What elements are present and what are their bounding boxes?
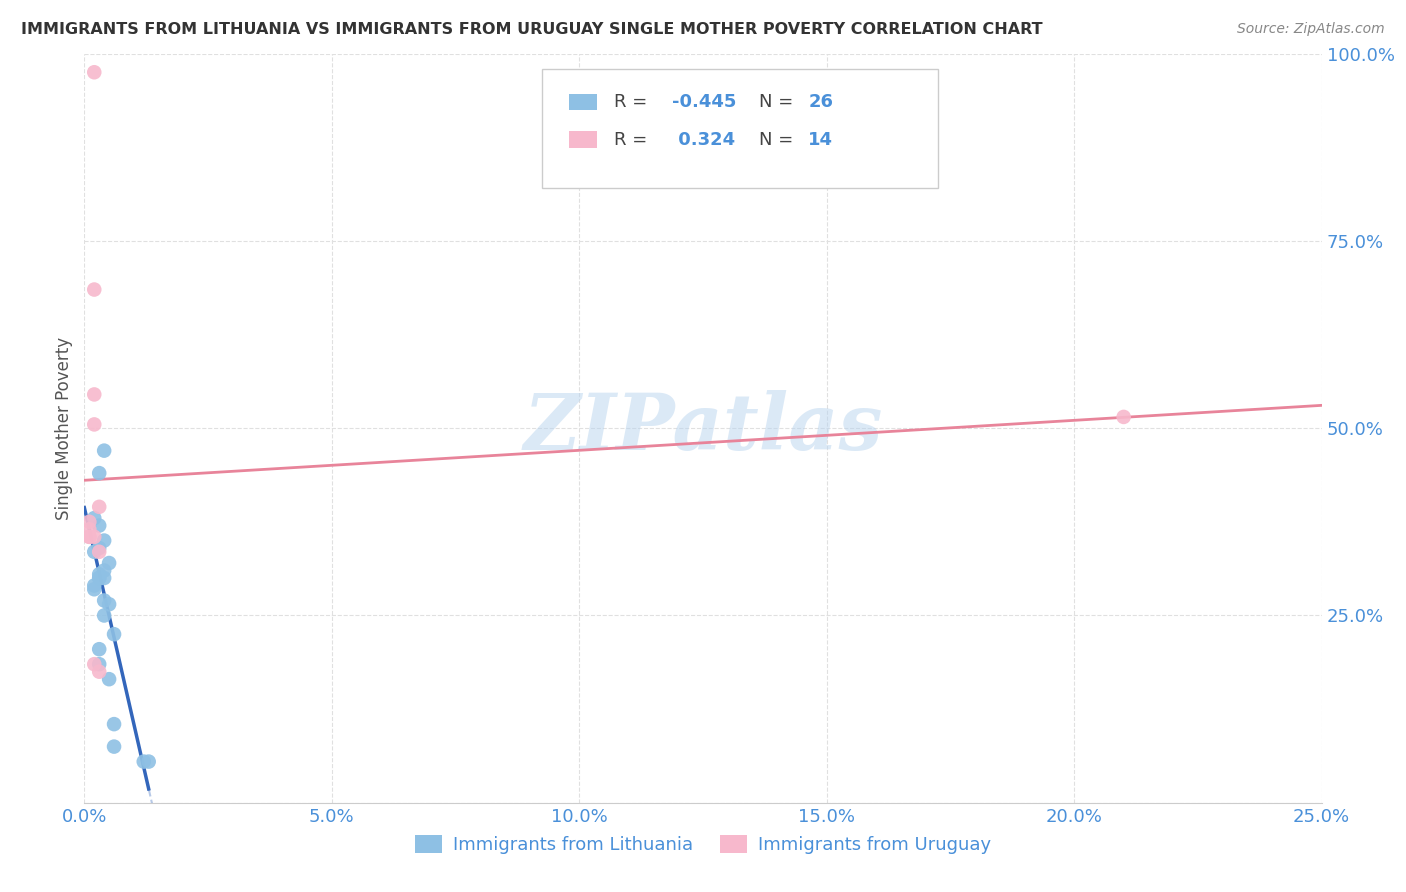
Point xyxy=(83,511,105,525)
FancyBboxPatch shape xyxy=(569,131,596,148)
Legend: Immigrants from Lithuania, Immigrants from Uruguay: Immigrants from Lithuania, Immigrants fr… xyxy=(408,828,998,861)
Y-axis label: Single Mother Poverty: Single Mother Poverty xyxy=(55,336,73,520)
Point xyxy=(79,530,101,544)
Text: -0.445: -0.445 xyxy=(672,94,737,112)
Point xyxy=(89,518,111,533)
Point xyxy=(98,556,121,570)
Text: N =: N = xyxy=(759,131,799,149)
FancyBboxPatch shape xyxy=(569,94,596,111)
Point xyxy=(93,564,115,578)
Point xyxy=(93,443,115,458)
Point xyxy=(103,627,125,641)
Text: 14: 14 xyxy=(808,131,834,149)
Point xyxy=(93,533,115,548)
Point xyxy=(83,417,105,432)
Point xyxy=(89,642,111,657)
Point xyxy=(79,515,101,529)
Point xyxy=(93,593,115,607)
Text: ZIPatlas: ZIPatlas xyxy=(523,390,883,467)
Point xyxy=(83,545,105,559)
Point xyxy=(89,665,111,679)
Point xyxy=(83,530,105,544)
Text: Source: ZipAtlas.com: Source: ZipAtlas.com xyxy=(1237,22,1385,37)
Point xyxy=(98,597,121,611)
Point xyxy=(103,717,125,731)
Text: R =: R = xyxy=(614,94,652,112)
Point xyxy=(93,571,115,585)
Point xyxy=(132,755,155,769)
Text: 26: 26 xyxy=(808,94,834,112)
Point xyxy=(138,755,160,769)
Point xyxy=(83,578,105,592)
Point xyxy=(79,530,101,544)
Point xyxy=(89,466,111,480)
Point xyxy=(93,608,115,623)
Point xyxy=(89,571,111,585)
Point xyxy=(1112,409,1135,424)
Point xyxy=(83,582,105,597)
Point xyxy=(79,522,101,536)
Text: 0.324: 0.324 xyxy=(672,131,735,149)
Point xyxy=(103,739,125,754)
Point xyxy=(89,657,111,672)
Point xyxy=(89,567,111,582)
Point xyxy=(83,65,105,79)
Point xyxy=(89,541,111,555)
Point xyxy=(89,545,111,559)
Point xyxy=(83,657,105,672)
Point xyxy=(98,672,121,686)
Point xyxy=(83,387,105,401)
Point xyxy=(89,500,111,514)
Text: N =: N = xyxy=(759,94,799,112)
FancyBboxPatch shape xyxy=(543,69,938,188)
Text: IMMIGRANTS FROM LITHUANIA VS IMMIGRANTS FROM URUGUAY SINGLE MOTHER POVERTY CORRE: IMMIGRANTS FROM LITHUANIA VS IMMIGRANTS … xyxy=(21,22,1043,37)
Text: R =: R = xyxy=(614,131,652,149)
Point xyxy=(83,283,105,297)
Point xyxy=(89,571,111,585)
